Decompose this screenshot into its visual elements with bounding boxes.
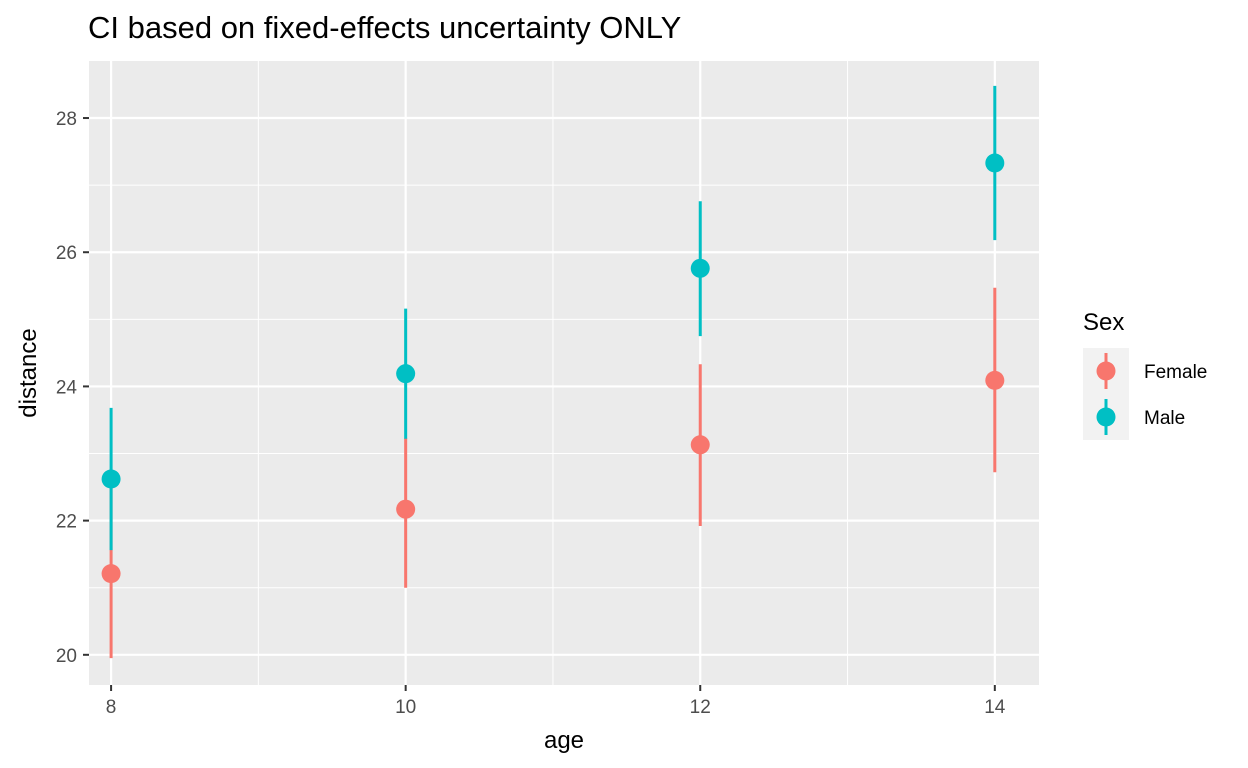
point-female: [690, 435, 710, 455]
y-tick-label: 24: [56, 377, 78, 398]
y-tick-label: 28: [56, 109, 77, 130]
point-male: [101, 469, 121, 489]
legend-label-male: Male: [1144, 408, 1185, 429]
y-tick-label: 26: [56, 243, 77, 264]
x-tick-label: 12: [690, 697, 711, 718]
x-tick-label: 8: [106, 697, 117, 718]
point-male: [396, 364, 416, 384]
point-female: [985, 370, 1005, 390]
legend-label-female: Female: [1144, 362, 1207, 383]
point-male: [690, 258, 710, 278]
plot-panel: [89, 61, 1039, 685]
point-male: [985, 153, 1005, 173]
y-tick-label: 22: [56, 512, 77, 533]
chart-title: CI based on fixed-effects uncertainty ON…: [88, 10, 682, 45]
x-axis-title: age: [544, 727, 584, 754]
y-axis-title: distance: [15, 328, 42, 417]
legend: Sex Female Male: [1083, 309, 1207, 440]
point-female: [396, 499, 416, 519]
legend-title: Sex: [1083, 309, 1124, 336]
series-layer: [101, 85, 1005, 659]
point-female: [101, 564, 121, 584]
x-tick-label: 14: [984, 697, 1006, 718]
legend-key-point-female: [1096, 361, 1116, 381]
x-tick-label: 10: [395, 697, 416, 718]
y-tick-label: 20: [56, 646, 77, 667]
legend-key-point-male: [1096, 407, 1116, 427]
axes-layer: 8 10 12 14 20 22 24 26 28: [56, 109, 1006, 718]
minor-gridlines: [89, 61, 1039, 685]
